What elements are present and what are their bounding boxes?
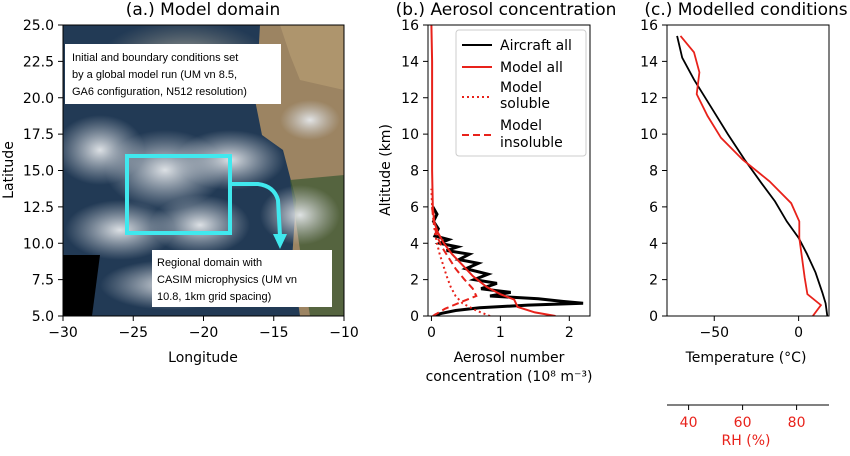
panel-a-ytick-label: 17.5 bbox=[23, 127, 54, 143]
panel-b-ytick-label: 10 bbox=[401, 127, 419, 143]
series-model-all bbox=[430, 25, 556, 316]
panel-b-ytick-label: 6 bbox=[410, 200, 419, 216]
panel-a-xtick-label: −10 bbox=[329, 325, 359, 341]
panel-b-ytick-label: 2 bbox=[410, 273, 419, 289]
rh-xtick-label: 80 bbox=[788, 415, 806, 431]
panel-a-xtick-label: −30 bbox=[48, 325, 78, 341]
panel-c-ytick-label: 16 bbox=[640, 18, 658, 34]
panel-a-xtick-label: −25 bbox=[118, 325, 148, 341]
panel-a-ytick-label: 5.0 bbox=[32, 309, 54, 325]
panel-b-series bbox=[430, 25, 584, 316]
series-rh bbox=[679, 35, 823, 316]
panel-c-xlabel: Temperature (°C) bbox=[685, 350, 807, 366]
panel-c-series bbox=[676, 35, 829, 316]
panel-b-xtick-label: 2 bbox=[565, 325, 574, 341]
rh-xtick-label: 40 bbox=[680, 415, 698, 431]
panel-a-xlabel: Longitude bbox=[168, 350, 238, 366]
panel-a-ytick-label: 10.0 bbox=[23, 236, 54, 252]
cloud-patch-5 bbox=[150, 195, 250, 255]
panel-a-ylabel: Latitude bbox=[1, 141, 17, 199]
no-data-region bbox=[63, 255, 100, 316]
legend-label-aircraft-all: Aircraft all bbox=[500, 38, 572, 54]
panel-b-ytick-label: 16 bbox=[401, 18, 419, 34]
panel-c-xtick-label: −50 bbox=[699, 325, 729, 341]
panel-a-ticks: −30 −25 −20 −15 −10 5.0 7.5 10.0 12.5 15.0 17.5 20.… bbox=[23, 18, 359, 341]
cloud-patch-6 bbox=[260, 185, 340, 245]
annotation-regional-line-1: Regional domain with bbox=[157, 257, 262, 269]
series-model-soluble bbox=[430, 188, 491, 316]
panel-b-xtick-label: 0 bbox=[427, 325, 436, 341]
panel-c-ytick-label: 6 bbox=[649, 200, 658, 216]
panel-b-ytick-label: 4 bbox=[410, 236, 419, 252]
legend-frame bbox=[455, 29, 587, 157]
panel-b-aerosol: (b.) Aerosol concentration 0 1 20246810121… bbox=[378, 0, 616, 385]
legend-label-model-soluble-1: Model bbox=[500, 80, 542, 96]
panel-c-ytick-label: 14 bbox=[640, 54, 658, 70]
panel-a-ytick-label: 25.0 bbox=[23, 18, 54, 34]
legend-label-model-insoluble-2: insoluble bbox=[500, 135, 563, 151]
panel-a-xtick-label: −15 bbox=[259, 325, 289, 341]
series-model-insoluble bbox=[431, 206, 478, 316]
panel-b-ytick-label: 0 bbox=[410, 309, 419, 325]
annotation-regional-line-2: CASIM microphysics (UM vn bbox=[157, 274, 297, 286]
rh-xtick-label: 60 bbox=[734, 415, 752, 431]
panel-b-title: (b.) Aerosol concentration bbox=[396, 0, 617, 20]
panel-b-ylabel: Altitude (km) bbox=[378, 124, 394, 216]
cloud-patch-4 bbox=[65, 200, 175, 260]
panel-c-title: (c.) Modelled conditions bbox=[644, 0, 847, 20]
panel-a-ytick-label: 22.5 bbox=[23, 54, 54, 70]
panel-c-conditions: (c.) Modelled conditions −50 0 0 2 4 6 8 10 12 14… bbox=[640, 0, 848, 449]
panel-b-xlabel-line-2: concentration (10⁸ m⁻³) bbox=[426, 369, 593, 385]
annotation-regional-line-3: 10.8, 1km grid spacing) bbox=[157, 291, 271, 303]
panel-b-xtick-label: 1 bbox=[496, 325, 505, 341]
series-temperature bbox=[676, 35, 829, 316]
panel-c-ticks: −50 0 0 2 4 6 8 10 12 14 16 bbox=[640, 18, 803, 341]
legend-label-model-insoluble-1: Model bbox=[500, 118, 542, 134]
annotation-global-model: Initial and boundary conditions set by a… bbox=[65, 44, 281, 104]
panel-c-ytick-label: 12 bbox=[640, 91, 658, 107]
annotation-regional-box bbox=[152, 250, 332, 307]
rh-axis-label: RH (%) bbox=[722, 433, 771, 449]
domain-arrow-line bbox=[230, 182, 282, 237]
panel-b-ytick-label: 12 bbox=[401, 91, 419, 107]
panel-c-ytick-label: 0 bbox=[649, 309, 658, 325]
panel-a-ytick-label: 12.5 bbox=[23, 200, 54, 216]
series-aircraft-all bbox=[431, 206, 584, 316]
panel-a-ytick-label: 7.5 bbox=[32, 273, 54, 289]
legend-label-model-all: Model all bbox=[500, 60, 563, 76]
annotation-global-box bbox=[65, 44, 281, 104]
sahara-land bbox=[280, 25, 344, 90]
annotation-regional-domain: Regional domain with CASIM microphysics … bbox=[152, 250, 332, 307]
annotation-global-line-2: by a global model run (UM vn 8.5, bbox=[72, 69, 237, 81]
panel-c-xtick-label: 0 bbox=[794, 325, 803, 341]
panel-a-xtick-label: −20 bbox=[189, 325, 219, 341]
panel-c-ytick-label: 10 bbox=[640, 127, 658, 143]
panel-b-xlabel-line-1: Aerosol number bbox=[454, 350, 565, 366]
regional-domain-box bbox=[125, 154, 232, 235]
panel-b-legend: Aircraft all Model all Model soluble Mod… bbox=[455, 29, 587, 157]
domain-arrow-head bbox=[273, 234, 287, 249]
panel-a-ytick-label: 15.0 bbox=[23, 164, 54, 180]
legend-label-model-soluble-2: soluble bbox=[500, 96, 550, 112]
panel-a-model-domain: (a.) Model domain Initial and boundary c… bbox=[1, 0, 359, 366]
panel-a-title: (a.) Model domain bbox=[126, 0, 281, 20]
panel-b-ytick-label: 8 bbox=[410, 164, 419, 180]
annotation-global-line-1: Initial and boundary conditions set bbox=[72, 52, 238, 64]
panel-c-ytick-label: 2 bbox=[649, 273, 658, 289]
panel-b-ytick-label: 14 bbox=[401, 54, 419, 70]
panel-a-ytick-label: 20.0 bbox=[23, 91, 54, 107]
panel-c-ytick-label: 8 bbox=[649, 164, 658, 180]
panel-c-ytick-label: 4 bbox=[649, 236, 658, 252]
cloud-patch-8 bbox=[280, 100, 340, 140]
rh-axis-ticks: 40 60 80 bbox=[680, 405, 806, 431]
annotation-global-line-3: GA6 configuration, N512 resolution) bbox=[72, 86, 247, 98]
